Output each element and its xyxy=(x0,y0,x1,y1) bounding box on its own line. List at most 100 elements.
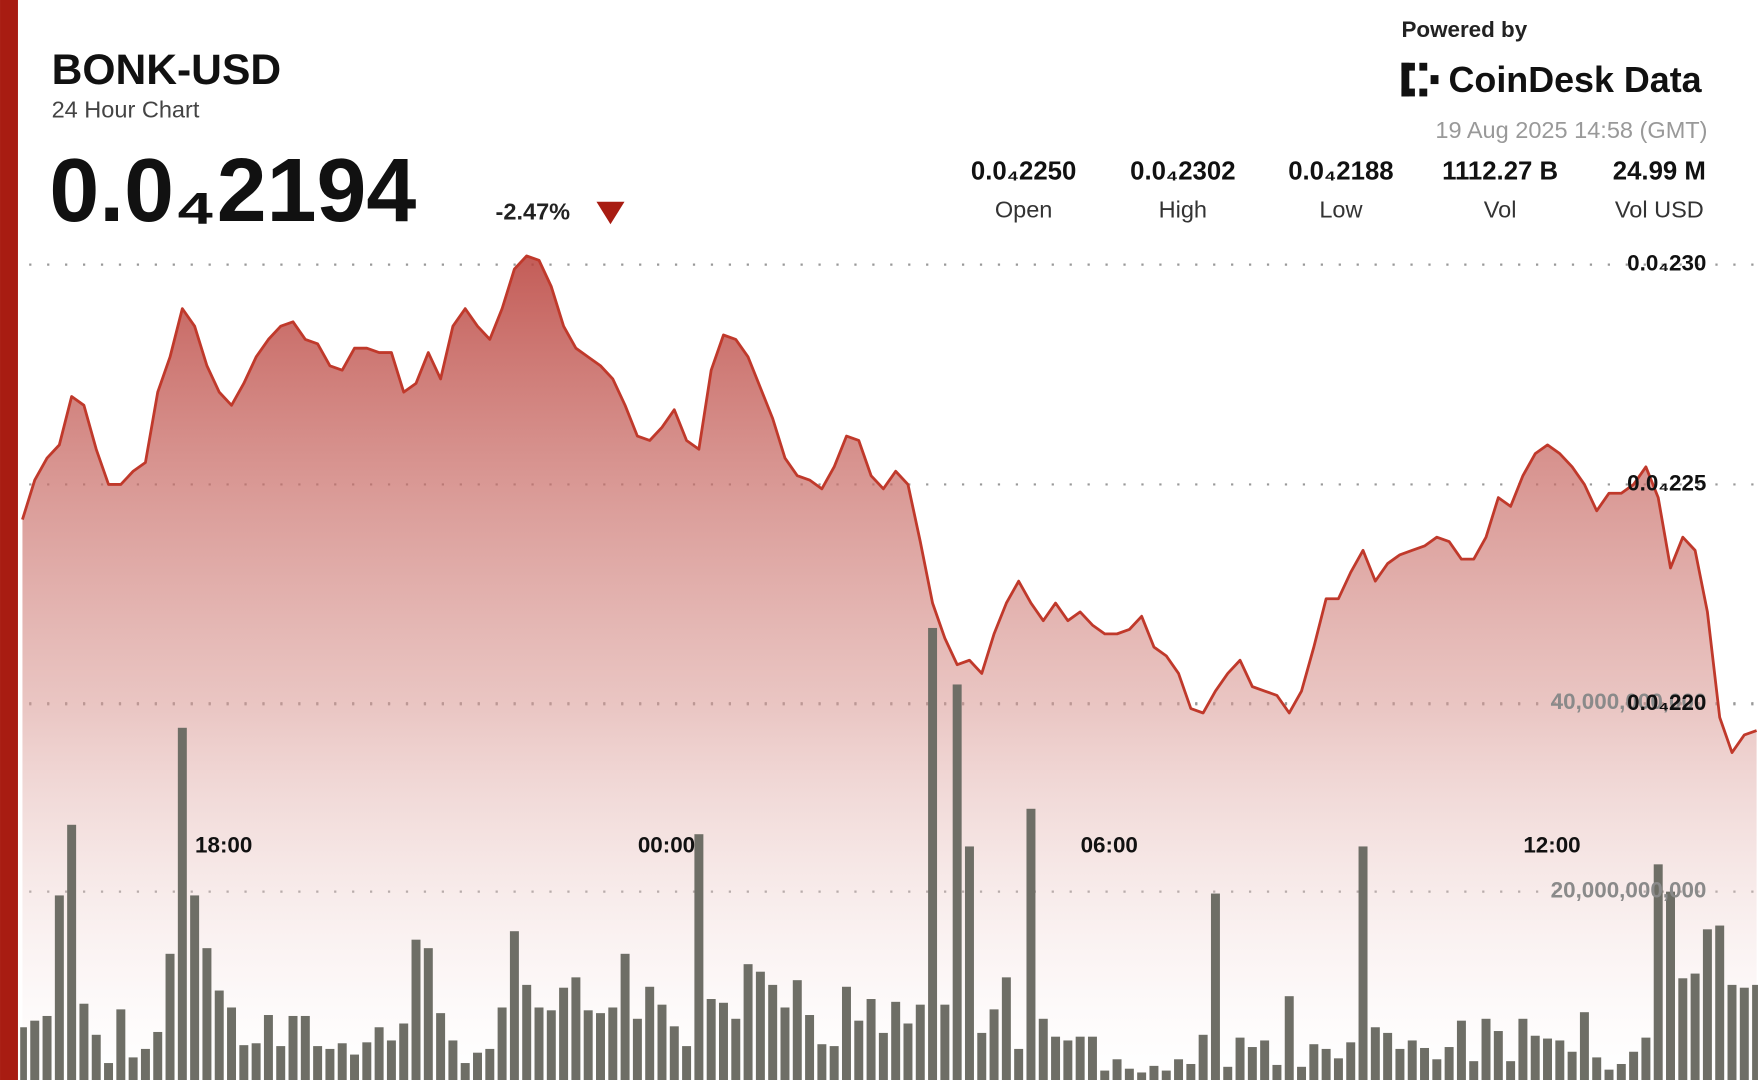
price-area xyxy=(22,255,1757,1080)
volume-bar xyxy=(374,1027,384,1080)
volume-bar xyxy=(423,948,433,1080)
volume-bar xyxy=(177,727,187,1080)
volume-bar xyxy=(1014,1048,1024,1080)
stat-value: 1112.27 B xyxy=(1442,157,1558,185)
volume-bar xyxy=(891,1001,901,1080)
volume-bar xyxy=(928,627,938,1080)
volume-bar xyxy=(1752,984,1758,1080)
down-arrow xyxy=(596,201,625,225)
volume-bar xyxy=(448,1040,458,1080)
volume-bar xyxy=(1001,977,1011,1080)
volume-bar xyxy=(485,1048,495,1080)
brand-name: CoinDesk Data xyxy=(1449,60,1703,100)
volume-bar xyxy=(1715,925,1725,1080)
volume-bar xyxy=(116,1009,126,1080)
volume-bar xyxy=(1210,893,1220,1080)
volume-bar xyxy=(300,1015,310,1080)
volume-bar xyxy=(1616,1063,1626,1080)
volume-bar xyxy=(1247,1047,1257,1080)
volume-bar xyxy=(1567,1051,1577,1080)
volume-bar xyxy=(1456,1020,1466,1080)
volume-bar xyxy=(1702,929,1712,1080)
volume-bar xyxy=(1420,1047,1430,1080)
volume-bar xyxy=(522,984,532,1080)
volume-bar xyxy=(1543,1038,1553,1080)
volume-bar xyxy=(1260,1040,1270,1080)
volume-bar xyxy=(54,895,64,1080)
volume-bar xyxy=(251,1043,261,1080)
volume-bar xyxy=(1518,1018,1528,1080)
volume-bar xyxy=(1579,1012,1589,1080)
volume-bar xyxy=(755,971,765,1080)
volume-bar xyxy=(104,1063,114,1080)
y2-tick-label: 20,000,000,000 xyxy=(1551,878,1707,903)
chart-subtitle: 24 Hour Chart xyxy=(52,97,200,123)
volume-bar xyxy=(79,1003,89,1080)
volume-bar xyxy=(165,953,175,1080)
volume-bar xyxy=(1284,996,1294,1080)
volume-bar xyxy=(977,1032,987,1080)
volume-bar xyxy=(1653,864,1663,1080)
price-line xyxy=(21,254,1758,754)
volume-bar xyxy=(67,824,77,1080)
volume-bar xyxy=(497,1007,507,1080)
y-tick-label: 0.0₄230 xyxy=(1627,251,1706,276)
volume-bar xyxy=(1370,1027,1380,1080)
volume-bar xyxy=(1087,1036,1097,1080)
stat-label: Open xyxy=(995,197,1053,223)
volume-bar xyxy=(91,1034,101,1080)
volume-bar xyxy=(768,984,778,1080)
powered-by: Powered by xyxy=(1401,17,1527,42)
volume-bar xyxy=(817,1044,827,1080)
volume-bar xyxy=(20,1027,27,1080)
volume-bar xyxy=(669,1026,679,1080)
volume-bar xyxy=(386,1040,396,1080)
volume-bar xyxy=(239,1045,249,1080)
volume-bar xyxy=(878,1032,888,1080)
volume-bar xyxy=(1297,1066,1307,1080)
volume-bar xyxy=(337,1043,347,1080)
volume-bar xyxy=(153,1031,163,1080)
volume-bar xyxy=(1690,973,1700,1080)
volume-bar xyxy=(596,1013,605,1080)
volume-bar xyxy=(1506,1061,1516,1080)
volume-bar xyxy=(903,1023,913,1080)
volume-bar xyxy=(30,1020,40,1080)
volume-bar xyxy=(645,986,655,1080)
volume-bar xyxy=(509,931,519,1080)
stat-label: Vol xyxy=(1484,197,1517,223)
volume-bar xyxy=(1149,1065,1159,1080)
volume-bar xyxy=(399,1023,409,1080)
volume-bar xyxy=(1641,1037,1651,1080)
volume-bar xyxy=(854,1020,864,1080)
volume-bar xyxy=(362,1042,372,1080)
volume-bar xyxy=(1383,1032,1393,1080)
volume-bar xyxy=(657,1004,667,1080)
volume-bar xyxy=(1223,1066,1233,1080)
volume-bar xyxy=(1137,1072,1147,1080)
volume-bar xyxy=(1555,1040,1565,1080)
volume-bar xyxy=(1333,1058,1343,1080)
volume-bar xyxy=(140,1048,150,1080)
volume-bar xyxy=(1469,1061,1479,1080)
stat-label: Low xyxy=(1319,197,1363,223)
volume-bar xyxy=(805,1015,815,1080)
accent-bar xyxy=(0,0,18,1080)
stats: 0.0₄2250 Open 0.0₄2302 High 0.0₄2188 Low 1112.… xyxy=(971,157,1706,222)
volume-bar xyxy=(1432,1059,1442,1080)
volume-bar xyxy=(1727,984,1737,1080)
timestamp: 19 Aug 2025 14:58 (GMT) xyxy=(1435,117,1707,143)
volume-bar xyxy=(1604,1069,1614,1080)
chart-title: BONK-USD xyxy=(52,46,282,94)
volume-bar xyxy=(1026,808,1036,1080)
volume-bar xyxy=(1161,1070,1171,1080)
volume-bar xyxy=(128,1057,138,1080)
volume-bar xyxy=(608,1007,618,1080)
volume-bar xyxy=(1481,1018,1491,1080)
volume-bar xyxy=(940,1004,950,1080)
volume-bar xyxy=(841,986,851,1080)
x-tick-label: 12:00 xyxy=(1523,832,1580,857)
stat-label: Vol USD xyxy=(1615,197,1704,223)
